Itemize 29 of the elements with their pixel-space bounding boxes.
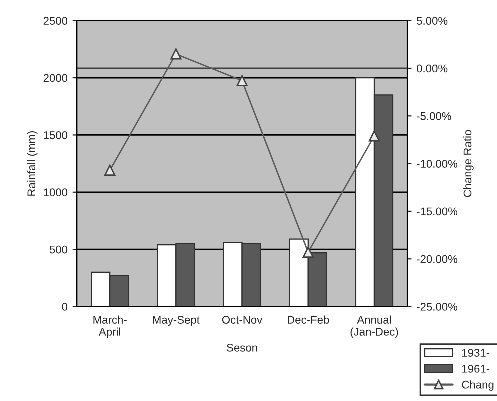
y-tick-label: 500 [50, 246, 68, 254]
y2-tick-label: 5.00% [417, 17, 448, 25]
point [302, 246, 314, 258]
x-tick-label: March- April [94, 316, 127, 338]
y-tick-label: 0 [62, 303, 68, 311]
y2-tick-label: -15.00% [417, 208, 458, 216]
point [236, 75, 248, 86]
x-tick-label: May-Sept [153, 316, 200, 326]
y-tick-label: 2500 [44, 17, 68, 25]
x-tick-label: Annual (Jan-Dec) [350, 316, 398, 338]
point [104, 164, 116, 176]
legend-label: 1931- [462, 349, 490, 357]
y2-tick-label: -5.00% [417, 112, 452, 120]
x-axis-title: Seson [227, 344, 258, 352]
x-tick-label: Dec-Feb [288, 316, 330, 324]
point [170, 48, 182, 60]
y-tick-label: 2000 [44, 74, 68, 82]
y2-tick-label: -20.00% [417, 255, 458, 264]
y-axis-title: Rainfall (mm) [27, 131, 38, 196]
y2-tick-label: -10.00% [417, 160, 458, 168]
point [368, 130, 380, 142]
legend-label: Chang [462, 380, 494, 391]
y-tick-label: 1000 [44, 188, 68, 197]
y2-axis-title: Change Ratio [464, 130, 474, 198]
y2-tick-label: -25.00% [417, 303, 458, 311]
y-tick-label: 1500 [44, 131, 68, 140]
x-tick-label: Oct-Nov [222, 316, 263, 324]
y2-tick-label: 0.00% [417, 64, 448, 73]
legend-label: 1961- [462, 365, 490, 373]
